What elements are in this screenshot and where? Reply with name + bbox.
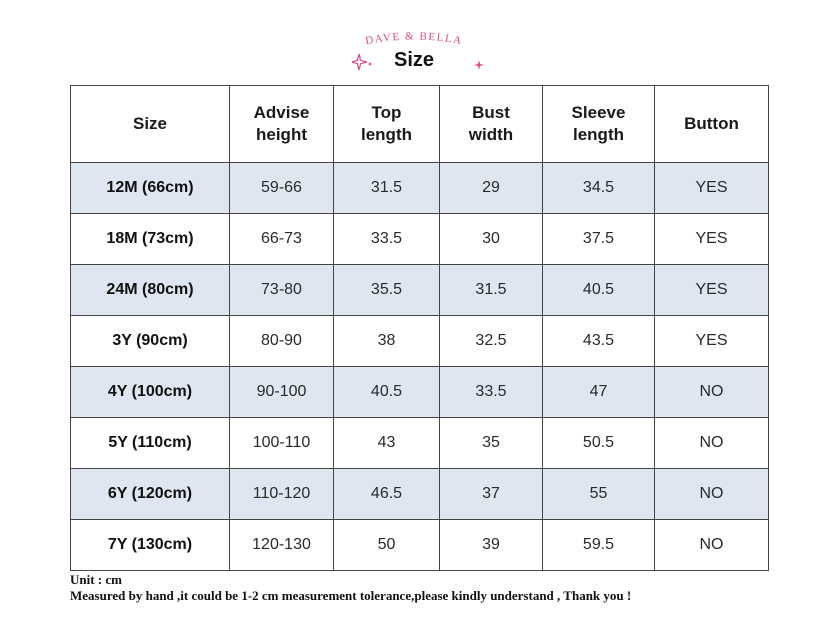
cell-bust-width: 39	[439, 519, 543, 571]
cell-size: 7Y (130cm)	[70, 519, 230, 571]
cell-button: YES	[654, 264, 769, 316]
cell-button: YES	[654, 315, 769, 367]
table-row: 24M (80cm) 73-80 35.5 31.5 40.5 YES	[70, 264, 769, 316]
cell-size: 24M (80cm)	[70, 264, 230, 316]
cell-advise-height: 100-110	[229, 417, 334, 469]
cell-top-length: 38	[333, 315, 440, 367]
cell-sleeve-length: 59.5	[542, 519, 655, 571]
cell-bust-width: 32.5	[439, 315, 543, 367]
tolerance-note: Measured by hand ,it could be 1-2 cm mea…	[70, 588, 632, 603]
table-row: 3Y (90cm) 80-90 38 32.5 43.5 YES	[70, 315, 769, 367]
table-row: 12M (66cm) 59-66 31.5 29 34.5 YES	[70, 162, 769, 214]
sparkle-left-icon	[352, 53, 372, 71]
header-size: Size	[70, 85, 230, 163]
cell-button: NO	[654, 417, 769, 469]
cell-top-length: 40.5	[333, 366, 440, 418]
cell-button: NO	[654, 468, 769, 520]
cell-size: 3Y (90cm)	[70, 315, 230, 367]
table-row: 5Y (110cm) 100-110 43 35 50.5 NO	[70, 417, 769, 469]
svg-text:DAVE & BELLA: DAVE & BELLA	[364, 30, 463, 47]
cell-top-length: 43	[333, 417, 440, 469]
header-advise-height: Advise height	[229, 85, 334, 163]
table-header-row: Size Advise height Top length Bust width…	[70, 85, 769, 163]
cell-top-length: 33.5	[333, 213, 440, 265]
header-button: Button	[654, 85, 769, 163]
table-row: 18M (73cm) 66-73 33.5 30 37.5 YES	[70, 213, 769, 265]
cell-size: 5Y (110cm)	[70, 417, 230, 469]
cell-size: 4Y (100cm)	[70, 366, 230, 418]
cell-bust-width: 30	[439, 213, 543, 265]
table-row: 6Y (120cm) 110-120 46.5 37 55 NO	[70, 468, 769, 520]
cell-sleeve-length: 55	[542, 468, 655, 520]
footnotes: Unit : cm Measured by hand ,it could be …	[70, 572, 810, 604]
table-row: 4Y (100cm) 90-100 40.5 33.5 47 NO	[70, 366, 769, 418]
cell-advise-height: 73-80	[229, 264, 334, 316]
cell-size: 6Y (120cm)	[70, 468, 230, 520]
cell-button: NO	[654, 519, 769, 571]
cell-button: YES	[654, 213, 769, 265]
header-bust-width: Bust width	[439, 85, 543, 163]
brand-logo: DAVE & BELLA	[0, 28, 828, 48]
cell-top-length: 31.5	[333, 162, 440, 214]
page-title: Size	[393, 48, 435, 71]
cell-sleeve-length: 43.5	[542, 315, 655, 367]
cell-sleeve-length: 47	[542, 366, 655, 418]
cell-sleeve-length: 34.5	[542, 162, 655, 214]
size-chart-table: Size Advise height Top length Bust width…	[70, 85, 769, 571]
cell-top-length: 35.5	[333, 264, 440, 316]
unit-note: Unit : cm	[70, 572, 122, 587]
table-row: 7Y (130cm) 120-130 50 39 59.5 NO	[70, 519, 769, 571]
cell-advise-height: 120-130	[229, 519, 334, 571]
cell-size: 12M (66cm)	[70, 162, 230, 214]
cell-advise-height: 90-100	[229, 366, 334, 418]
cell-sleeve-length: 40.5	[542, 264, 655, 316]
cell-bust-width: 29	[439, 162, 543, 214]
cell-advise-height: 80-90	[229, 315, 334, 367]
cell-advise-height: 59-66	[229, 162, 334, 214]
cell-bust-width: 35	[439, 417, 543, 469]
sparkle-right-icon	[474, 60, 484, 70]
cell-advise-height: 66-73	[229, 213, 334, 265]
brand-logo-text: DAVE & BELLA	[364, 30, 463, 47]
cell-button: NO	[654, 366, 769, 418]
cell-bust-width: 33.5	[439, 366, 543, 418]
header-top-length: Top length	[333, 85, 440, 163]
cell-bust-width: 37	[439, 468, 543, 520]
header-sleeve-length: Sleeve length	[542, 85, 655, 163]
cell-advise-height: 110-120	[229, 468, 334, 520]
cell-top-length: 46.5	[333, 468, 440, 520]
cell-top-length: 50	[333, 519, 440, 571]
cell-size: 18M (73cm)	[70, 213, 230, 265]
cell-sleeve-length: 50.5	[542, 417, 655, 469]
cell-button: YES	[654, 162, 769, 214]
cell-bust-width: 31.5	[439, 264, 543, 316]
cell-sleeve-length: 37.5	[542, 213, 655, 265]
